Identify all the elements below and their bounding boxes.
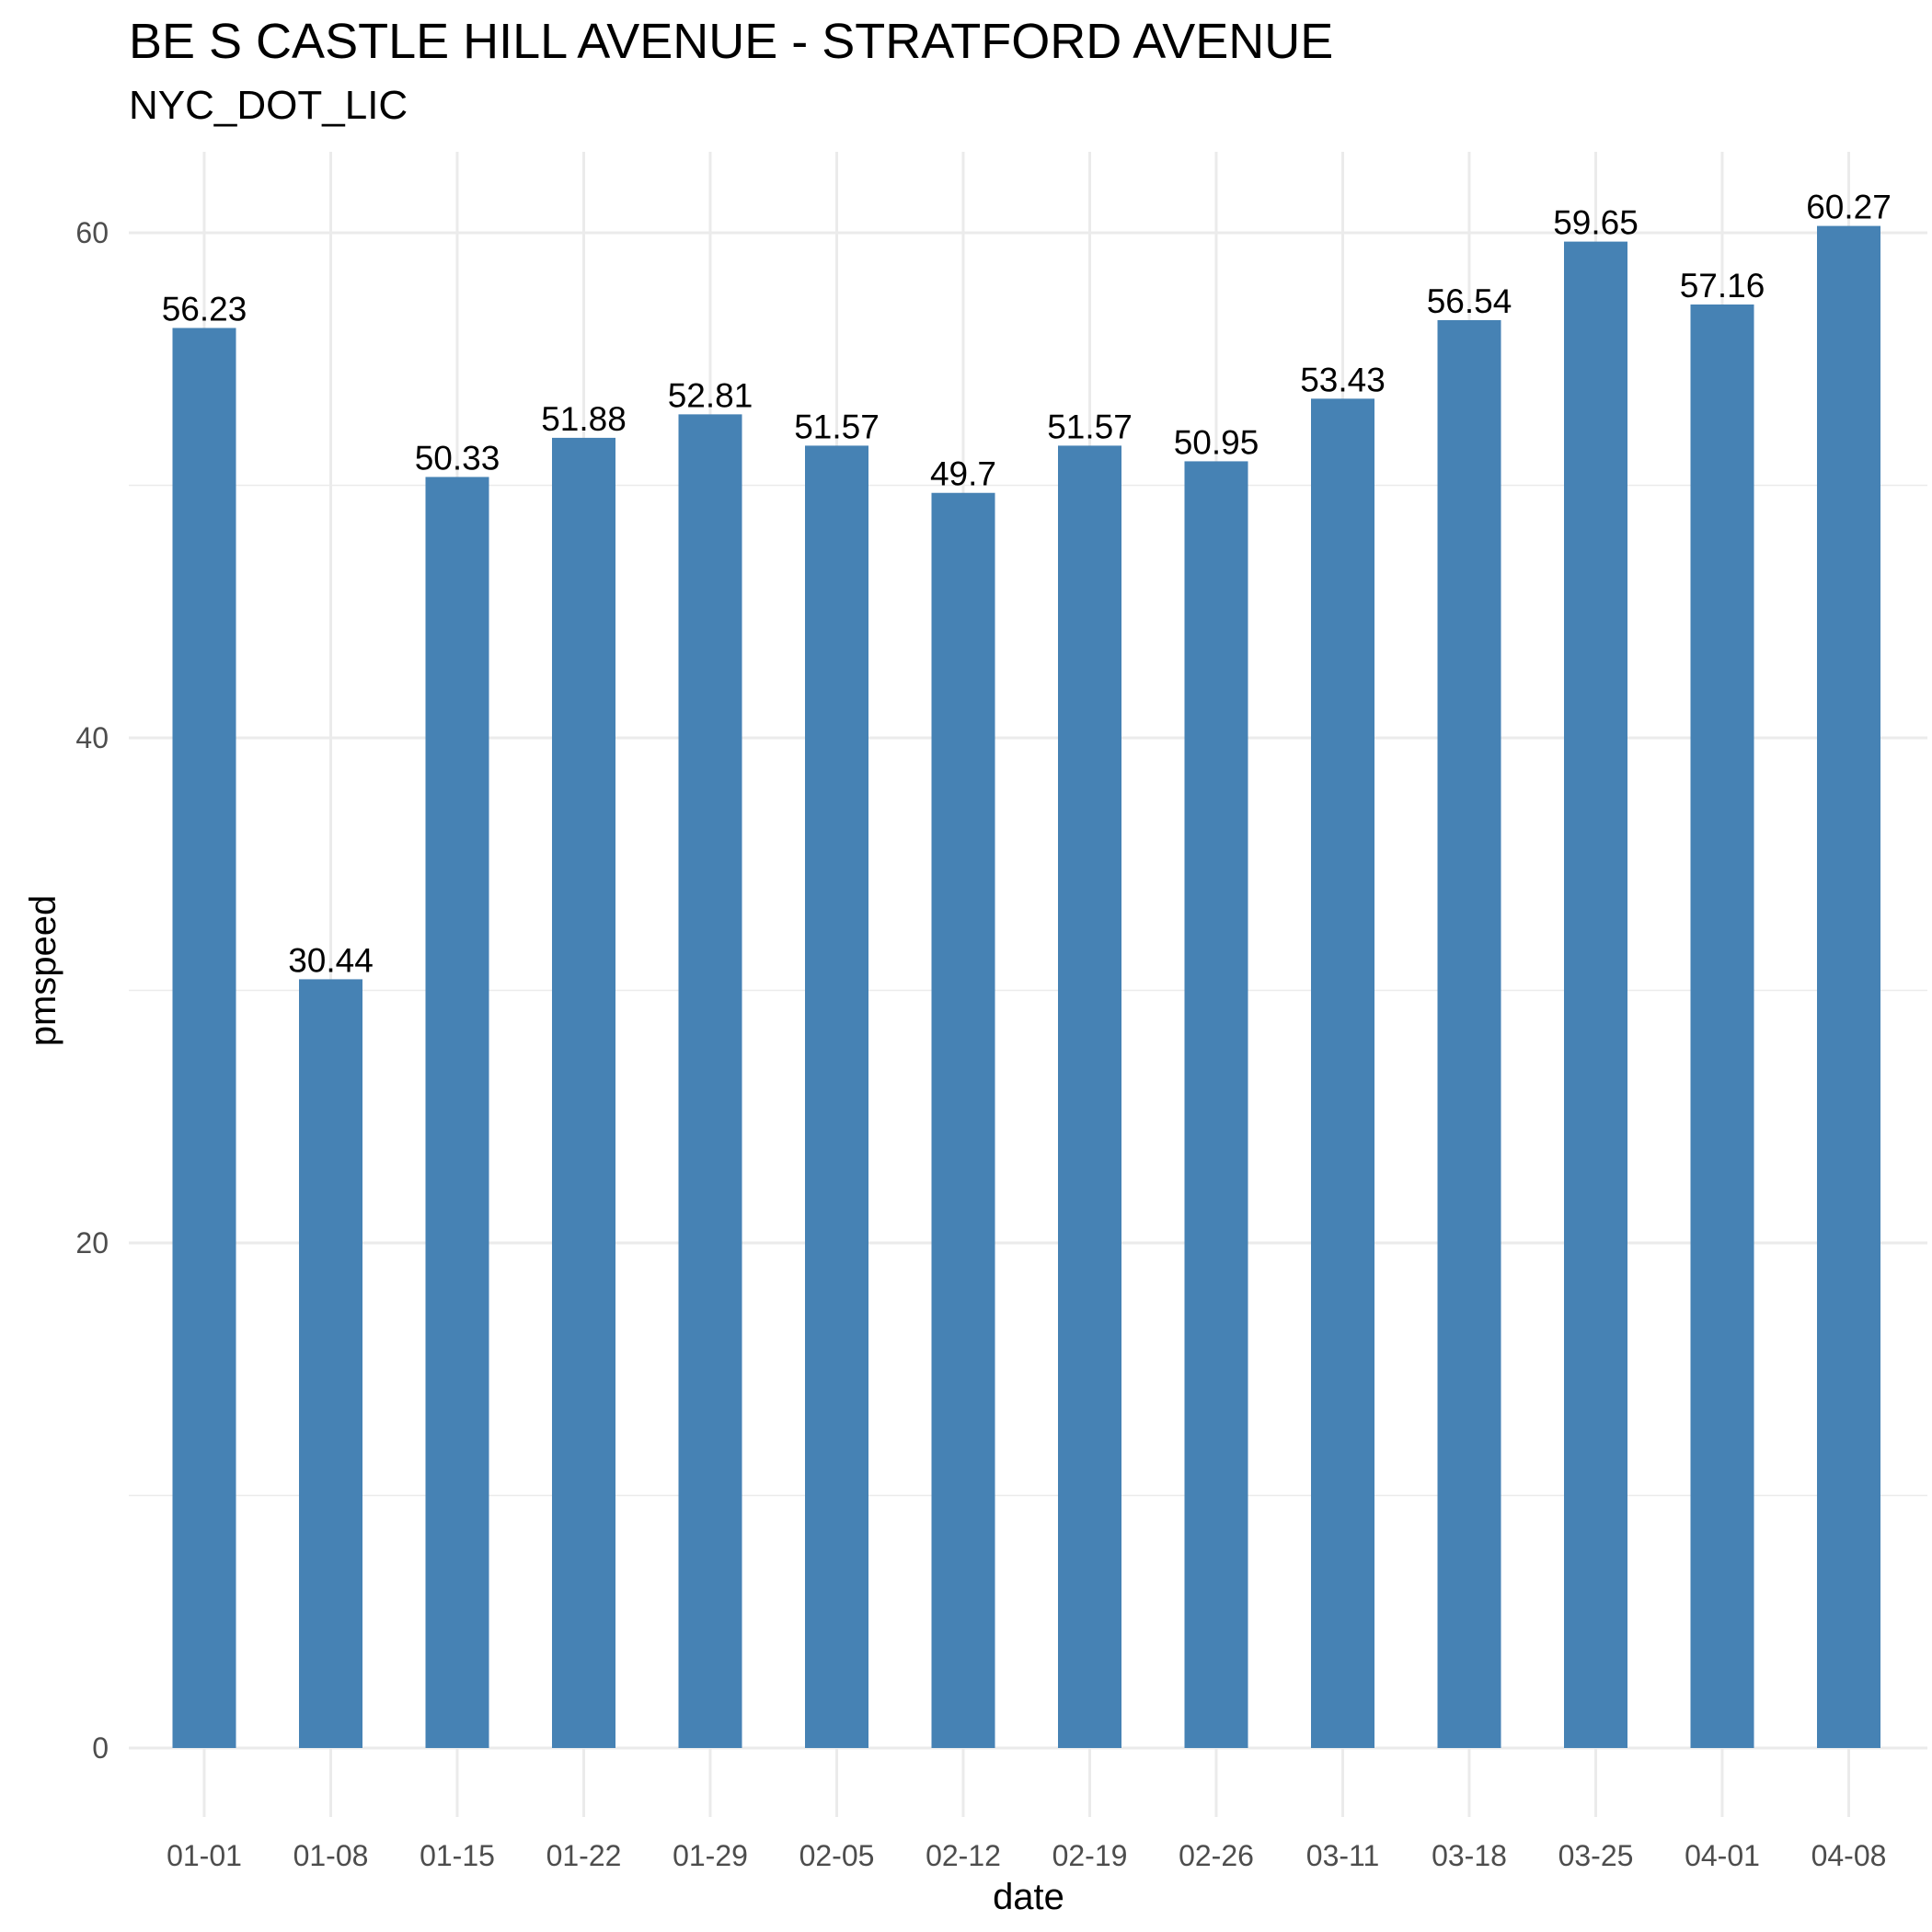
x-tick-label-02-12: 02-12	[926, 1839, 1001, 1872]
x-tick-label-02-19: 02-19	[1052, 1839, 1128, 1872]
bar-04-08	[1817, 225, 1880, 1748]
major-gridlines	[129, 152, 1927, 1817]
x-tick-label-02-26: 02-26	[1179, 1839, 1254, 1872]
bars	[172, 225, 1880, 1749]
x-tick-label-04-08: 04-08	[1811, 1839, 1887, 1872]
data-label-01-15: 50.33	[415, 439, 500, 477]
x-tick-label-02-05: 02-05	[799, 1839, 875, 1872]
x-tick-label-01-22: 01-22	[546, 1839, 622, 1872]
data-label-02-19: 51.57	[1047, 408, 1133, 445]
data-label-03-11: 53.43	[1300, 361, 1386, 398]
bar-03-25	[1564, 241, 1627, 1748]
data-label-01-29: 52.81	[668, 376, 753, 414]
data-label-02-12: 49.7	[930, 455, 996, 493]
x-tick-label-03-18: 03-18	[1432, 1839, 1507, 1872]
chart-subtitle: NYC_DOT_LIC	[129, 83, 408, 128]
data-labels: 56.23 30.44 50.33 51.88 52.81 51.57 49.7 51.57 5…	[162, 189, 1892, 980]
data-label-04-08: 60.27	[1806, 189, 1892, 226]
bar-01-22	[552, 437, 615, 1748]
y-axis-title: pmspeed	[23, 895, 63, 1047]
x-tick-label-01-15: 01-15	[420, 1839, 495, 1872]
bar-01-01	[172, 328, 236, 1748]
bar-01-15	[425, 477, 489, 1748]
x-axis-title: date	[993, 1877, 1064, 1917]
data-label-01-01: 56.23	[162, 290, 247, 328]
chart-title: BE S CASTLE HILL AVENUE - STRATFORD AVEN…	[129, 14, 1334, 69]
bar-03-18	[1437, 319, 1501, 1748]
data-label-01-22: 51.88	[541, 400, 627, 438]
x-tick-label-04-01: 04-01	[1685, 1839, 1760, 1872]
bar-01-08	[299, 979, 362, 1748]
bar-02-19	[1058, 445, 1121, 1748]
data-label-03-25: 59.65	[1553, 204, 1639, 242]
x-tick-label-03-25: 03-25	[1558, 1839, 1634, 1872]
y-axis-ticks: 0 20 40 60	[75, 216, 109, 1765]
x-axis-ticks: 01-01 01-08 01-15 01-22 01-29 02-05 02-12 02-19…	[167, 1839, 1886, 1872]
data-label-02-26: 50.95	[1174, 423, 1259, 461]
bar-03-11	[1311, 398, 1374, 1749]
bar-01-29	[678, 414, 742, 1749]
data-label-01-08: 30.44	[288, 941, 374, 979]
data-label-04-01: 57.16	[1680, 267, 1765, 305]
bar-02-26	[1184, 461, 1248, 1748]
data-label-02-05: 51.57	[794, 408, 880, 445]
x-tick-label-01-29: 01-29	[673, 1839, 748, 1872]
y-tick-label: 0	[92, 1731, 109, 1765]
x-tick-label-01-01: 01-01	[167, 1839, 242, 1872]
y-tick-label: 40	[75, 721, 109, 754]
x-tick-label-01-08: 01-08	[293, 1839, 369, 1872]
bar-04-01	[1690, 304, 1754, 1748]
bar-02-12	[931, 492, 995, 1748]
y-tick-label: 20	[75, 1226, 109, 1259]
bar-02-05	[805, 445, 868, 1748]
x-tick-label-03-11: 03-11	[1306, 1839, 1379, 1872]
y-tick-label: 60	[75, 216, 109, 249]
minor-gridlines	[129, 484, 1927, 1497]
data-label-03-18: 56.54	[1427, 282, 1512, 320]
